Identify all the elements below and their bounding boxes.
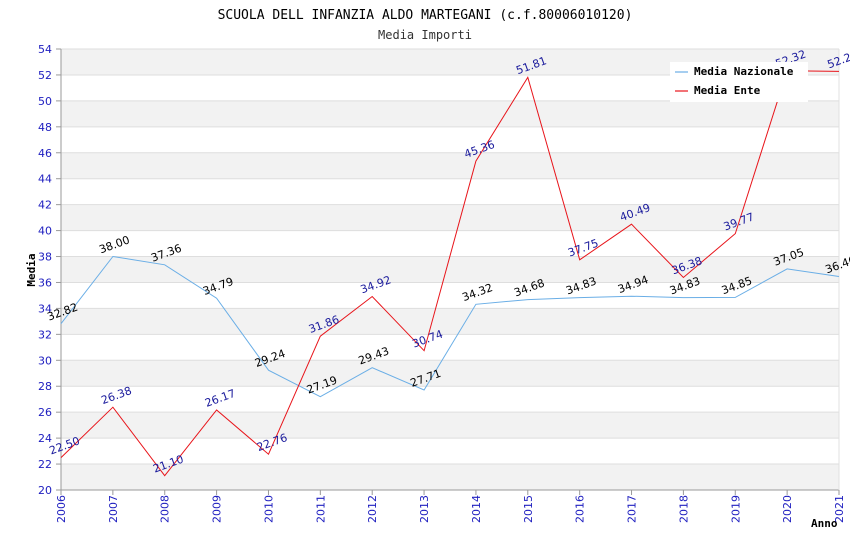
x-tick-label: 2018 xyxy=(677,495,690,523)
x-tick-label: 2006 xyxy=(55,495,68,523)
y-tick-label: 50 xyxy=(38,95,52,108)
x-tick-label: 2017 xyxy=(626,495,639,523)
legend-label-media-ente: Media Ente xyxy=(694,84,761,97)
y-tick-label: 22 xyxy=(38,458,52,471)
x-tick-label: 2021 xyxy=(833,495,846,523)
x-tick-label: 2008 xyxy=(159,495,172,523)
series-line-media-nazionale xyxy=(60,255,840,398)
grid-band xyxy=(61,100,839,127)
data-label: 26.38 xyxy=(99,384,133,407)
y-tick-label: 34 xyxy=(38,302,52,315)
x-tick-label: 2011 xyxy=(314,495,327,523)
series-line-media-ente xyxy=(60,70,840,477)
grid-bands xyxy=(61,49,839,490)
grid-band xyxy=(61,152,839,179)
y-tick-labels: 20 22 24 26 28 30 32 34 36 38 40 42 44 46 48 50 52 54 xyxy=(38,43,52,497)
x-axis-label: Anno xyxy=(811,517,838,530)
x-tick-label: 2012 xyxy=(366,495,379,523)
y-tick-label: 38 xyxy=(38,251,52,264)
y-tick-label: 54 xyxy=(38,43,52,56)
x-tick-labels: 2006 2007 2008 2009 2010 2011 2012 2013 2014 2015… xyxy=(55,495,846,523)
x-tick-label: 2019 xyxy=(729,495,742,523)
y-tick-label: 48 xyxy=(38,121,52,134)
x-tick-label: 2020 xyxy=(781,495,794,523)
x-tick-label: 2016 xyxy=(574,495,587,523)
y-tick-label: 42 xyxy=(38,199,52,212)
y-tick-label: 52 xyxy=(38,69,52,82)
x-tick-label: 2013 xyxy=(418,495,431,523)
x-tick-label: 2015 xyxy=(522,495,535,523)
legend: Media Nazionale Media Ente xyxy=(670,62,808,102)
y-axis-label: Media xyxy=(25,253,38,286)
x-tick-label: 2014 xyxy=(470,495,483,523)
legend-label-media-nazionale: Media Nazionale xyxy=(694,65,794,78)
grid-band xyxy=(61,412,839,439)
grid-band xyxy=(61,308,839,335)
grid-band xyxy=(61,204,839,231)
x-tick-label: 2007 xyxy=(107,495,120,523)
legend-box xyxy=(670,62,808,102)
grid-band xyxy=(61,360,839,387)
y-tick-label: 46 xyxy=(38,147,52,160)
chart-subtitle: Media Importi xyxy=(378,28,472,42)
x-tick-label: 2010 xyxy=(262,495,275,523)
grid-band xyxy=(61,464,839,490)
y-tick-label: 28 xyxy=(38,380,52,393)
data-label: 38.00 xyxy=(97,233,131,256)
grid-band xyxy=(61,256,839,283)
y-tick-label: 20 xyxy=(38,484,52,497)
y-tick-label: 30 xyxy=(38,354,52,367)
y-tick-label: 32 xyxy=(38,328,52,341)
y-tick-label: 26 xyxy=(38,406,52,419)
axes xyxy=(56,48,840,495)
y-tick-label: 36 xyxy=(38,276,52,289)
chart-title: SCUOLA DELL INFANZIA ALDO MARTEGANI (c.f… xyxy=(218,8,633,23)
data-label: 26.17 xyxy=(203,387,237,410)
series-lines xyxy=(60,70,840,477)
x-tick-label: 2009 xyxy=(211,495,224,523)
y-tick-label: 44 xyxy=(38,173,52,186)
data-label: 34.32 xyxy=(461,281,495,304)
y-tick-label: 24 xyxy=(38,432,52,445)
y-tick-label: 40 xyxy=(38,225,52,238)
